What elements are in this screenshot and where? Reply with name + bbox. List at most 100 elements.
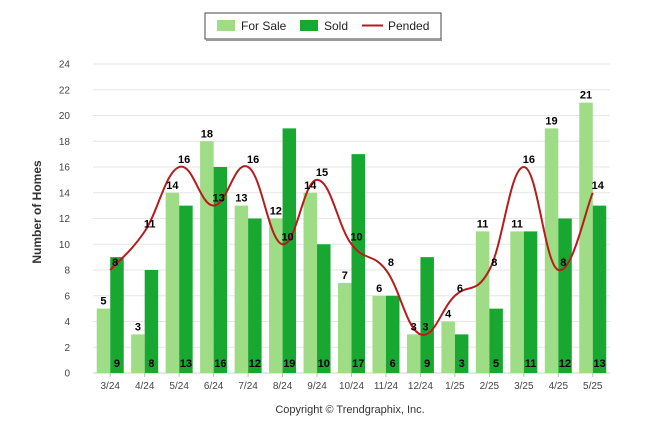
data-label-sold: 3 [459, 358, 465, 370]
data-label-for-sale: 6 [376, 283, 382, 295]
y-tick-label: 14 [59, 188, 71, 199]
pended-line [109, 165, 594, 336]
bar-for-sale [131, 334, 145, 373]
bar-for-sale [406, 334, 421, 373]
data-label-for-sale: 5 [100, 296, 106, 308]
data-label-sold: 16 [214, 358, 226, 370]
data-label-pended: 8 [112, 257, 118, 269]
data-label-pended: 8 [560, 257, 566, 269]
x-tick-label: 2/25 [480, 381, 500, 392]
data-label-sold: 19 [283, 358, 295, 370]
bar-sold [317, 244, 331, 373]
bar-for-sale [200, 141, 214, 373]
data-label-pended: 6 [457, 283, 463, 295]
data-label-pended: 8 [388, 257, 394, 269]
data-label-pended: 13 [213, 193, 225, 205]
data-label-for-sale: 21 [580, 90, 592, 102]
data-label-pended: 3 [422, 321, 428, 333]
legend-box [204, 12, 442, 40]
data-label-for-sale: 7 [342, 270, 348, 282]
data-label-pended: 11 [144, 218, 156, 230]
data-label-pended: 15 [316, 167, 328, 179]
data-label-sold: 12 [249, 358, 261, 370]
x-tick-label: 3/24 [100, 381, 120, 392]
data-label-for-sale: 3 [411, 321, 417, 333]
data-label-pended: 16 [523, 154, 535, 166]
x-tick-label: 7/24 [238, 381, 258, 392]
bar-for-sale [544, 128, 559, 373]
data-label-sold: 13 [593, 358, 605, 370]
bar-for-sale [96, 308, 111, 373]
data-label-pended: 10 [350, 231, 362, 243]
y-tick-label: 0 [64, 369, 70, 380]
data-label-for-sale: 19 [545, 115, 557, 127]
x-tick-label: 8/24 [273, 381, 293, 392]
x-tick-label: 6/24 [204, 381, 224, 392]
bar-for-sale [338, 282, 352, 373]
data-label-sold: 13 [180, 358, 192, 370]
data-label-sold: 17 [352, 358, 364, 370]
x-tick-label: 11/24 [374, 381, 399, 392]
bar-for-sale [372, 295, 386, 373]
data-label-sold: 5 [493, 358, 499, 370]
x-tick-label: 12/24 [408, 381, 433, 392]
y-tick-label: 24 [59, 60, 71, 71]
bar-sold [489, 308, 503, 373]
x-tick-label: 5/24 [169, 381, 189, 392]
bar-sold [179, 205, 193, 373]
y-tick-label: 20 [59, 111, 71, 122]
legend-label-pended: Pended [388, 19, 429, 33]
y-tick-label: 2 [64, 343, 70, 354]
y-axis-label: Number of Homes [30, 160, 44, 264]
data-label-for-sale: 3 [135, 321, 141, 333]
bar-sold [592, 205, 607, 373]
data-label-for-sale: 14 [166, 180, 179, 192]
x-tick-label: 5/25 [583, 381, 603, 392]
y-tick-label: 10 [59, 240, 71, 251]
bar-for-sale [303, 192, 318, 373]
data-label-pended: 14 [592, 180, 605, 192]
data-label-sold: 11 [525, 358, 537, 370]
copyright-footer: Copyright © Trendgraphix, Inc. [275, 404, 424, 416]
bar-sold [558, 218, 572, 373]
legend-swatch-for-sale [217, 20, 235, 31]
bar-sold [454, 334, 469, 373]
bar-sold [144, 270, 159, 373]
data-labels: 5 9 3 8 14 13 18 16 13 12 12 19 14 10 7 17 6 6 3 9 4 3 11 5 11 11… [100, 90, 605, 370]
legend: For Sale Sold Pended [204, 12, 442, 41]
data-label-for-sale: 12 [270, 206, 282, 218]
x-tick-label: 1/25 [445, 381, 465, 392]
data-label-pended: 8 [491, 257, 497, 269]
y-tick-label: 18 [59, 137, 71, 148]
x-tick-label: 10/24 [339, 381, 364, 392]
data-label-for-sale: 13 [235, 193, 247, 205]
bar-sold [420, 257, 434, 373]
bar-for-sale [475, 231, 490, 373]
y-tick-label: 4 [64, 317, 70, 328]
bar-sold [523, 231, 538, 373]
bar-sold [248, 218, 262, 373]
data-label-for-sale: 11 [511, 218, 523, 230]
bar-sold [110, 257, 124, 373]
data-label-sold: 9 [424, 358, 430, 370]
bar-for-sale [234, 205, 249, 373]
data-label-sold: 6 [390, 358, 396, 370]
data-label-for-sale: 4 [445, 309, 452, 321]
x-tick-label: 4/25 [549, 381, 569, 392]
data-label-for-sale: 14 [304, 180, 317, 192]
x-axis-ticks: 3/24 4/24 5/24 6/24 7/24 8/24 9/24 10/24 11/24 12… [100, 373, 603, 392]
legend-label-sold: Sold [324, 19, 348, 33]
legend-swatch-sold [300, 20, 318, 31]
bar-for-sale [579, 102, 593, 373]
data-label-for-sale: 11 [477, 218, 489, 230]
data-label-sold: 8 [148, 358, 154, 370]
data-label-sold: 9 [114, 358, 120, 370]
bar-for-sale [510, 231, 524, 373]
x-tick-label: 9/24 [307, 381, 327, 392]
data-label-sold: 12 [559, 358, 571, 370]
x-tick-label: 3/25 [514, 381, 534, 392]
y-tick-label: 16 [59, 163, 71, 174]
